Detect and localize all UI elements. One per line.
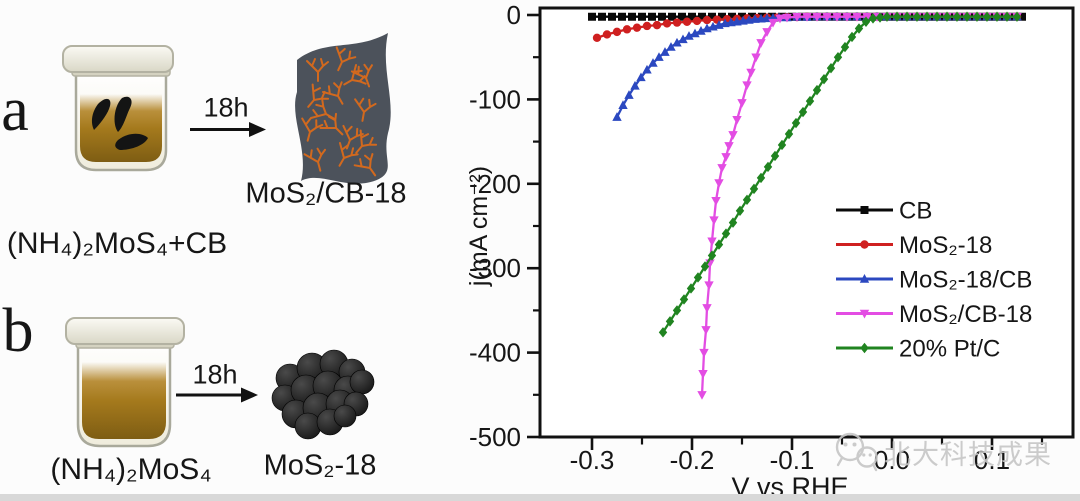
vial-b-lid [65, 317, 185, 345]
legend-marker-cb [860, 206, 869, 214]
x-tick-label: 0.1 [974, 445, 1010, 475]
reaction-arrow-b [176, 387, 258, 403]
legend-item-cb: CB [836, 198, 932, 225]
y-tick-label: -300 [469, 253, 521, 283]
legend: CB MoS₂-18 MoS₂-18/CB MoS₂/CB-18 20% Pt/C [836, 198, 1032, 363]
reactant-label-b: (NH₄)₂MoS₄ [50, 453, 212, 486]
y-axis-label: j(mA cm⁻²) [465, 166, 493, 287]
reaction-time-b: 18h [192, 359, 238, 390]
reactant-label-a: (NH₄)₂MoS₄+CB [6, 227, 228, 260]
panel-b-label: b [2, 297, 34, 365]
product-label-a: MoS₂/CB-18 [245, 177, 407, 210]
legend-label-mos2-cb-18: MoS₂/CB-18 [899, 301, 1032, 328]
bottom-divider-bar [0, 494, 1080, 501]
legend-item-pt-c: 20% Pt/C [836, 336, 1000, 363]
reaction-arrow-a [190, 122, 266, 137]
x-tick-label: 0.0 [874, 445, 910, 475]
vial-a-lid [62, 45, 174, 73]
plot-frame [538, 6, 1075, 439]
carbon-flake [114, 96, 132, 132]
y-tick-label: -400 [469, 338, 521, 368]
panel-a-label: a [1, 76, 29, 144]
legend-marker-mos2-18 [860, 240, 869, 249]
product-spheres-b [271, 349, 375, 440]
legend-marker-mos2-18-cb [859, 274, 870, 283]
x-tick-label: -0.3 [570, 445, 615, 475]
reaction-time-a: 18h [203, 92, 249, 123]
series-line-pt-c [662, 15, 1017, 333]
carbon-flake [115, 133, 148, 150]
liquid-b [82, 362, 166, 439]
x-tick-label: -0.2 [670, 445, 715, 475]
vial-a [62, 45, 174, 172]
product-sheet-a [295, 33, 391, 184]
vial-b [65, 317, 185, 448]
legend-item-mos2-18-cb: MoS₂-18/CB [836, 267, 1032, 294]
legend-label-mos2-18: MoS₂-18 [899, 232, 992, 259]
y-tick-label: -200 [469, 169, 521, 199]
legend-label-cb: CB [899, 198, 932, 225]
y-tick-label: 0 [507, 0, 521, 30]
synthesis-diagram [62, 33, 391, 448]
legend-label-pt-c: 20% Pt/C [899, 336, 1000, 363]
legend-item-mos2-18: MoS₂-18 [836, 232, 992, 259]
legend-item-mos2-cb-18: MoS₂/CB-18 [836, 301, 1032, 328]
legend-marker-pt-c [860, 342, 869, 354]
legend-marker-mos2-cb-18 [859, 309, 870, 319]
legend-label-mos2-18-cb: MoS₂-18/CB [899, 267, 1032, 294]
product-label-b: MoS₂-18 [263, 449, 377, 482]
y-tick-label: -500 [469, 422, 521, 452]
x-tick-label: -0.1 [770, 445, 815, 475]
carbon-flake [91, 98, 111, 130]
series-markers-mos2-18 [592, 12, 1022, 42]
y-tick-label: -100 [469, 84, 521, 114]
